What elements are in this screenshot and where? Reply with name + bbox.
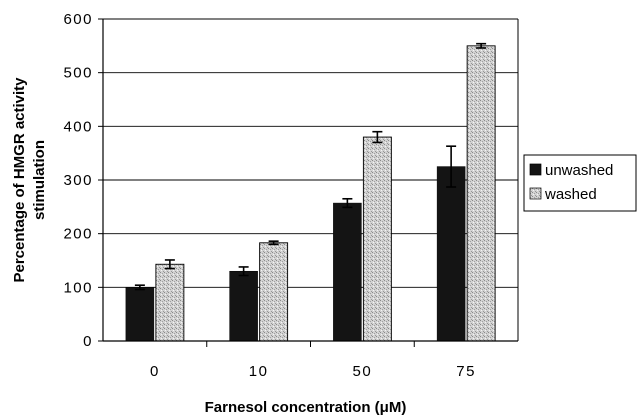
x-tick-label: 10 bbox=[249, 363, 269, 380]
legend-label-unwashed: unwashed bbox=[545, 162, 613, 179]
y-tick-label: 500 bbox=[63, 65, 93, 82]
y-axis-title-line: stimulation bbox=[31, 140, 48, 220]
y-tick-label: 100 bbox=[63, 279, 93, 296]
tick-labels: 0 100 200 300 400 500 600 0 10 50 75 bbox=[63, 11, 476, 380]
bar-washed bbox=[155, 263, 185, 342]
bar-unwashed bbox=[333, 202, 362, 342]
bar-unwashed bbox=[125, 287, 155, 342]
y-tick-label: 600 bbox=[63, 11, 93, 28]
axes bbox=[98, 18, 519, 347]
bars bbox=[125, 42, 496, 342]
y-axis-title-line: Percentage of HMGR activity bbox=[11, 77, 28, 283]
x-tick-label: 75 bbox=[456, 363, 476, 380]
bar-washed bbox=[259, 242, 289, 342]
x-axis-title: Farnesol concentration (μM) bbox=[205, 399, 407, 416]
y-tick-label: 300 bbox=[63, 172, 93, 189]
y-tick-label: 200 bbox=[63, 226, 93, 243]
legend-swatch-washed bbox=[529, 187, 542, 200]
bar-unwashed bbox=[436, 166, 466, 342]
y-axis-title: Percentage of HMGR activity stimulation bbox=[11, 77, 48, 283]
y-tick-label: 0 bbox=[83, 333, 93, 350]
legend-swatch-unwashed bbox=[529, 163, 542, 176]
axis-titles: Farnesol concentration (μM) Percentage of… bbox=[11, 77, 406, 416]
legend-label-washed: washed bbox=[544, 186, 597, 203]
x-tick-label: 0 bbox=[150, 363, 160, 380]
legend: unwashed washed bbox=[523, 154, 637, 212]
bar-washed bbox=[466, 45, 496, 342]
y-tick-label: 400 bbox=[63, 118, 93, 135]
x-tick-label: 50 bbox=[353, 363, 373, 380]
bar-washed bbox=[362, 136, 392, 342]
legend-box bbox=[523, 154, 637, 212]
bar-unwashed bbox=[229, 270, 258, 342]
